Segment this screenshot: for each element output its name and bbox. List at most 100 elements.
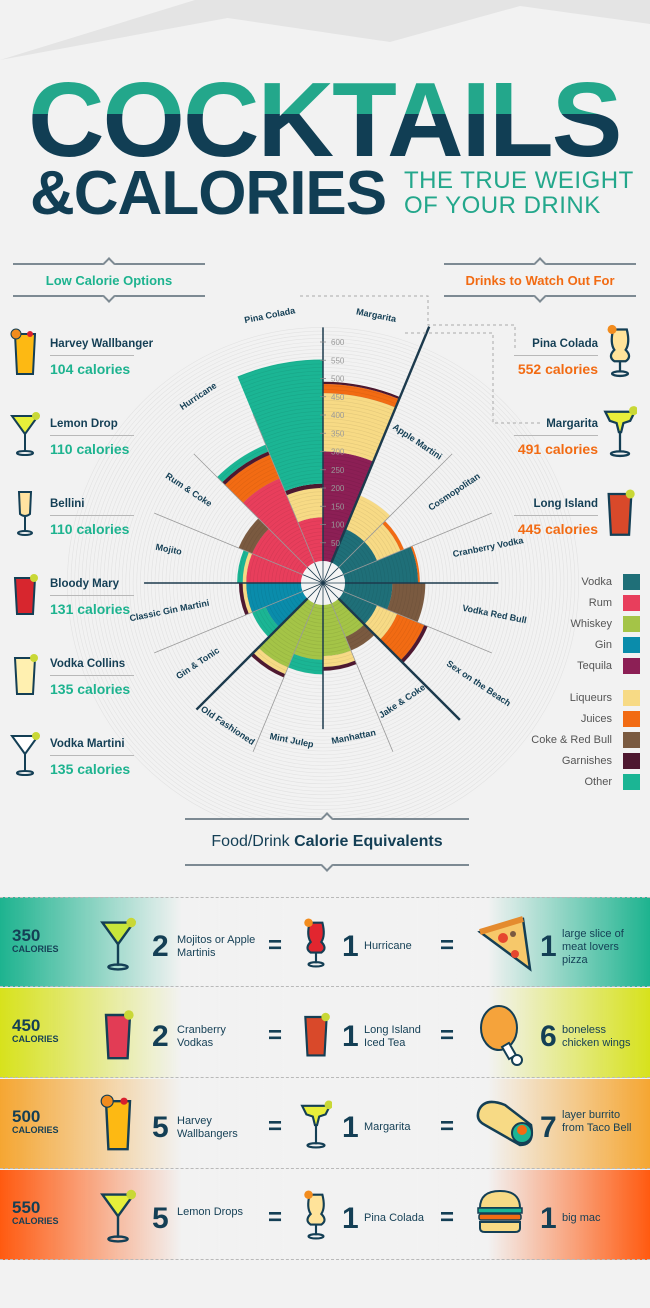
category-label: Cosmopolitan bbox=[426, 471, 481, 513]
calorie-number: 450 bbox=[12, 1016, 41, 1035]
legend-swatch bbox=[623, 731, 640, 748]
wedge-segment bbox=[237, 359, 323, 492]
drink2-count: 1 bbox=[342, 1111, 359, 1144]
legend-item: Coke & Red Bull bbox=[520, 729, 640, 750]
low-calorie-heading-text: Low Calorie Options bbox=[45, 272, 173, 288]
tagline-line2: OF YOUR DRINK bbox=[404, 192, 601, 219]
equivalents-heading-light: Food/Drink bbox=[211, 833, 295, 850]
divider bbox=[50, 675, 134, 676]
legend-label: Whiskey bbox=[570, 617, 612, 630]
wedge-segment bbox=[297, 517, 323, 563]
equals-sign: = bbox=[440, 1022, 455, 1049]
wedge-segment bbox=[224, 454, 280, 503]
svg-text:200: 200 bbox=[331, 484, 345, 493]
wedge-segment bbox=[323, 383, 400, 408]
wedge-segment bbox=[323, 451, 374, 563]
equivalents-heading: Food/Drink Calorie Equivalents bbox=[185, 818, 469, 866]
wedge-segment bbox=[258, 598, 315, 668]
svg-text:450: 450 bbox=[331, 393, 345, 402]
calorie-number: 550 bbox=[12, 1198, 41, 1217]
wedge-segment bbox=[345, 624, 375, 651]
category-label: Sex on the Beach bbox=[445, 658, 513, 708]
pina-colada-icon bbox=[603, 320, 637, 387]
equals-sign: = bbox=[268, 1113, 283, 1140]
martini-lemon-icon bbox=[10, 402, 40, 469]
equals-sign: = bbox=[440, 932, 455, 959]
equals-sign: = bbox=[440, 1204, 455, 1231]
wedge-segment bbox=[410, 545, 420, 583]
food-label: big mac bbox=[562, 1212, 601, 1224]
wedge-segment bbox=[238, 583, 249, 616]
bloody-mary-icon bbox=[10, 562, 40, 629]
svg-text:50: 50 bbox=[331, 539, 340, 548]
legend-swatch bbox=[623, 752, 640, 769]
equivalent-row: 550 CALORIES 5 Lemon Drops = 1 Pina Cola… bbox=[0, 1170, 650, 1260]
drink2-icon bbox=[300, 1184, 332, 1251]
legend-item: Other bbox=[520, 771, 640, 792]
wedge-segment bbox=[242, 478, 315, 568]
drink1-label: Harvey Wallbangers bbox=[177, 1115, 238, 1140]
low-calorie-heading: Low Calorie Options bbox=[13, 263, 205, 297]
long-island-icon bbox=[603, 480, 637, 547]
drink2-count: 1 bbox=[342, 1020, 359, 1053]
wedge-segment bbox=[343, 583, 393, 610]
wedge-segment bbox=[252, 606, 280, 638]
wedge-segment bbox=[323, 393, 396, 462]
divider bbox=[50, 435, 134, 436]
calorie-unit: CALORIES bbox=[12, 1216, 59, 1226]
equals-sign: = bbox=[268, 1204, 283, 1231]
pina-colada-callout-line bbox=[300, 295, 516, 350]
calorie-number: 500 bbox=[12, 1107, 41, 1126]
equivalents-heading-bold: Calorie Equivalents bbox=[294, 833, 443, 850]
flute-icon bbox=[10, 482, 40, 549]
wedge-segment bbox=[252, 528, 308, 575]
wedge-segment bbox=[379, 613, 425, 661]
drink2-label: Margarita bbox=[364, 1121, 411, 1133]
drink2-label: Long Island Iced Tea bbox=[364, 1024, 421, 1049]
drink-calories: 135 calories bbox=[50, 761, 131, 777]
margarita-icon bbox=[603, 400, 639, 467]
wedge-segment bbox=[331, 528, 365, 568]
equals-sign: = bbox=[268, 1022, 283, 1049]
food-count: 6 bbox=[540, 1020, 557, 1053]
wedge-segment bbox=[343, 546, 418, 583]
wedge-segment bbox=[387, 583, 426, 623]
food-label: large slice of meat lovers pizza bbox=[562, 928, 624, 966]
equivalent-row: 450 CALORIES 2 Cranberry Vodkas = 1 Long… bbox=[0, 988, 650, 1078]
drink2-icon bbox=[300, 912, 332, 979]
drink-name: Bellini bbox=[50, 498, 85, 510]
legend-label: Rum bbox=[588, 596, 612, 609]
drink-calories: 131 calories bbox=[50, 601, 131, 617]
drink2-icon bbox=[300, 1002, 332, 1069]
margarita-callout-line bbox=[405, 332, 540, 424]
drink1-count: 5 bbox=[152, 1111, 169, 1144]
drink1-count: 2 bbox=[152, 930, 169, 963]
legend-label: Coke & Red Bull bbox=[531, 733, 612, 746]
watch-out-heading: Drinks to Watch Out For bbox=[444, 263, 636, 297]
legend-item: Garnishes bbox=[520, 750, 640, 771]
drink-calories: 110 calories bbox=[50, 521, 130, 537]
legend-item: Juices bbox=[520, 708, 640, 729]
wedge-segment bbox=[246, 583, 303, 613]
wedge-segment bbox=[265, 591, 308, 627]
drink1-icon bbox=[100, 1184, 136, 1251]
category-label: Manhattan bbox=[331, 727, 377, 746]
legend-swatch bbox=[623, 710, 640, 727]
collins-icon bbox=[10, 642, 40, 709]
drink1-icon bbox=[100, 1002, 136, 1069]
drink-name: Lemon Drop bbox=[50, 418, 118, 430]
wedge-segment bbox=[238, 518, 269, 554]
equivalent-row: 350 CALORIES 2 Mojitos or Apple Martinis… bbox=[0, 897, 650, 987]
wedge-segment bbox=[217, 444, 269, 483]
calorie-unit: CALORIES bbox=[12, 944, 59, 954]
svg-text:300: 300 bbox=[331, 448, 345, 457]
legend-label: Tequila bbox=[577, 659, 612, 672]
wedge-segment bbox=[246, 553, 303, 583]
wedge-segment bbox=[323, 603, 351, 657]
legend-item: Tequila bbox=[520, 655, 640, 676]
wedge-segment bbox=[331, 598, 365, 638]
equals-sign: = bbox=[440, 1113, 455, 1140]
drink1-label: Cranberry Vodkas bbox=[177, 1024, 226, 1049]
drink-name: Harvey Wallbanger bbox=[50, 338, 154, 350]
drink2-count: 1 bbox=[342, 1202, 359, 1235]
